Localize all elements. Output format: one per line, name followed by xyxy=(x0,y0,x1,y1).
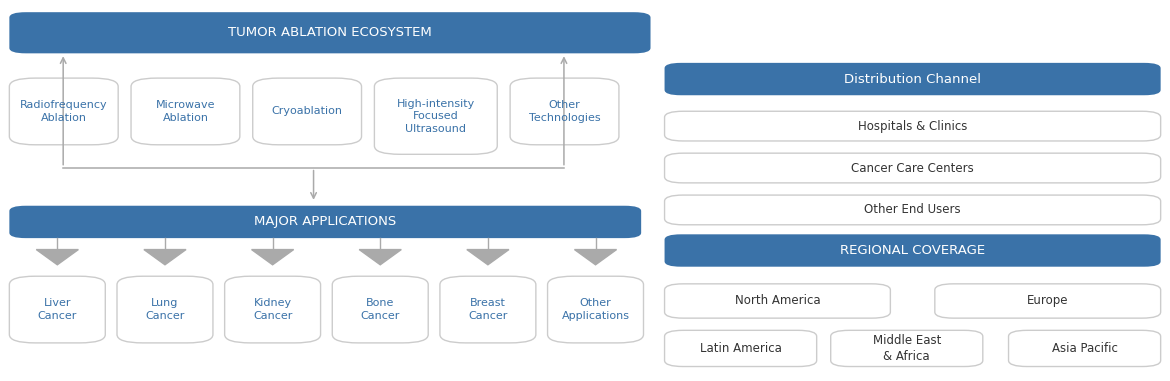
Text: Lung
Cancer: Lung Cancer xyxy=(145,298,185,321)
Text: Middle East
& Africa: Middle East & Africa xyxy=(873,334,941,363)
FancyBboxPatch shape xyxy=(665,63,1161,95)
FancyBboxPatch shape xyxy=(831,330,983,367)
FancyBboxPatch shape xyxy=(665,330,817,367)
Text: Other End Users: Other End Users xyxy=(865,203,961,216)
Text: Asia Pacific: Asia Pacific xyxy=(1052,342,1117,355)
Text: MAJOR APPLICATIONS: MAJOR APPLICATIONS xyxy=(254,215,397,229)
FancyBboxPatch shape xyxy=(9,78,118,145)
Text: Liver
Cancer: Liver Cancer xyxy=(37,298,77,321)
FancyBboxPatch shape xyxy=(665,284,890,318)
Text: Bone
Cancer: Bone Cancer xyxy=(360,298,400,321)
Text: High-intensity
Focused
Ultrasound: High-intensity Focused Ultrasound xyxy=(397,99,475,134)
Polygon shape xyxy=(574,250,617,265)
Polygon shape xyxy=(144,250,186,265)
Text: TUMOR ABLATION ECOSYSTEM: TUMOR ABLATION ECOSYSTEM xyxy=(228,26,432,39)
Text: Hospitals & Clinics: Hospitals & Clinics xyxy=(858,120,968,133)
FancyBboxPatch shape xyxy=(374,78,497,154)
Text: Breast
Cancer: Breast Cancer xyxy=(468,298,508,321)
FancyBboxPatch shape xyxy=(9,12,651,53)
Text: REGIONAL COVERAGE: REGIONAL COVERAGE xyxy=(840,244,985,257)
FancyBboxPatch shape xyxy=(253,78,362,145)
FancyBboxPatch shape xyxy=(332,276,428,343)
Text: Distribution Channel: Distribution Channel xyxy=(844,72,982,86)
FancyBboxPatch shape xyxy=(665,234,1161,267)
FancyBboxPatch shape xyxy=(548,276,644,343)
FancyBboxPatch shape xyxy=(510,78,619,145)
Text: Other
Applications: Other Applications xyxy=(562,298,629,321)
FancyBboxPatch shape xyxy=(117,276,213,343)
FancyBboxPatch shape xyxy=(9,276,105,343)
FancyBboxPatch shape xyxy=(9,206,641,238)
FancyBboxPatch shape xyxy=(225,276,321,343)
Text: Microwave
Ablation: Microwave Ablation xyxy=(156,100,215,123)
Polygon shape xyxy=(36,250,78,265)
FancyBboxPatch shape xyxy=(440,276,536,343)
Text: Radiofrequency
Ablation: Radiofrequency Ablation xyxy=(20,100,108,123)
Polygon shape xyxy=(359,250,401,265)
FancyBboxPatch shape xyxy=(1009,330,1161,367)
FancyBboxPatch shape xyxy=(665,153,1161,183)
Text: Cancer Care Centers: Cancer Care Centers xyxy=(852,162,973,174)
FancyBboxPatch shape xyxy=(665,195,1161,225)
FancyBboxPatch shape xyxy=(665,111,1161,141)
Text: North America: North America xyxy=(735,295,820,307)
Text: Other
Technologies: Other Technologies xyxy=(529,100,600,123)
Text: Kidney
Cancer: Kidney Cancer xyxy=(253,298,292,321)
FancyBboxPatch shape xyxy=(935,284,1161,318)
Polygon shape xyxy=(467,250,509,265)
Text: Latin America: Latin America xyxy=(700,342,782,355)
Text: Europe: Europe xyxy=(1027,295,1068,307)
Polygon shape xyxy=(252,250,294,265)
Text: Cryoablation: Cryoablation xyxy=(271,106,343,117)
FancyBboxPatch shape xyxy=(131,78,240,145)
